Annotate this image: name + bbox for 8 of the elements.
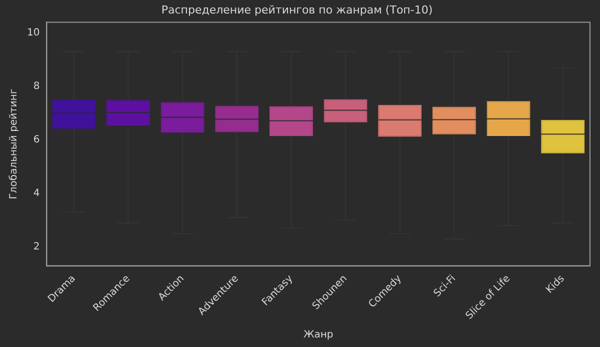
y-axis-title: Глобальный рейтинг [8,88,20,200]
x-axis-title: Жанр [303,330,334,341]
chart-title: Распределение рейтингов по жанрам (Топ-10) [161,3,433,16]
y-tick-label: 8 [33,81,40,92]
y-tick-label: 6 [33,134,40,146]
y-tick-label: 4 [33,188,40,200]
y-tick-label: 10 [26,28,40,38]
y-tick-label: 2 [33,242,40,253]
